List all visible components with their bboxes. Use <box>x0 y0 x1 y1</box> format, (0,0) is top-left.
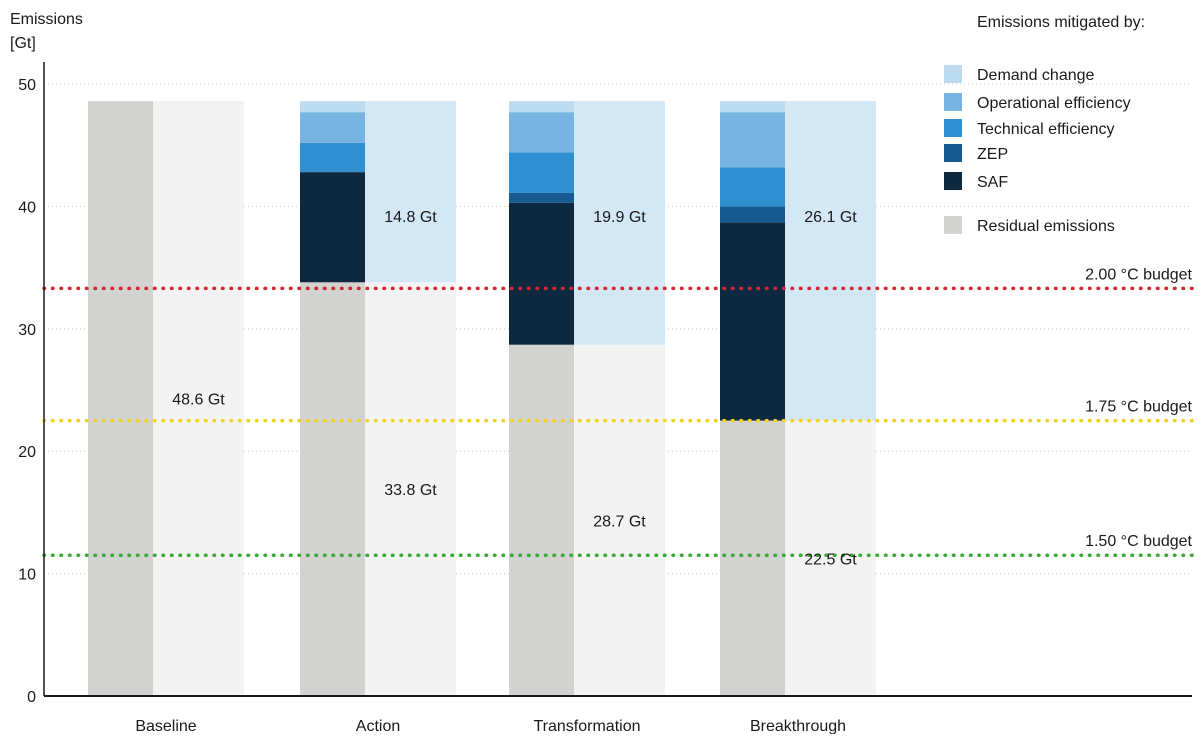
bar-action-saf <box>300 172 365 283</box>
value-label-action-residual: 33.8 Gt <box>384 482 437 499</box>
bar-breakthrough-operational-efficiency <box>720 112 785 168</box>
legend-label-residual-emissions: Residual emissions <box>977 218 1115 235</box>
bar-breakthrough-residual <box>720 420 785 696</box>
bar-transformation-residual-light <box>574 344 665 696</box>
value-label-baseline-residual: 48.6 Gt <box>172 392 225 409</box>
bar-breakthrough-technical-efficiency <box>720 167 785 207</box>
legend-layer: Emissions mitigated by: Demand change Oper… <box>944 14 1145 235</box>
legend-swatch-demand-change <box>944 65 962 83</box>
bar-breakthrough-zep <box>720 206 785 223</box>
bar-action-demand-change <box>300 101 365 113</box>
legend-swatch-saf <box>944 172 962 190</box>
value-label-action-mitigated: 14.8 Gt <box>384 209 437 226</box>
legend-label-technical-efficiency: Technical efficiency <box>977 121 1115 138</box>
bar-baseline-residual <box>88 101 153 697</box>
bar-breakthrough-residual-light <box>785 420 876 696</box>
y-tick-label-20: 20 <box>18 444 36 461</box>
bar-baseline-residual-light <box>153 101 244 697</box>
legend-swatch-technical-efficiency <box>944 119 962 137</box>
legend-label-operational-efficiency: Operational efficiency <box>977 95 1131 112</box>
bar-transformation-mitigated-light <box>574 101 665 345</box>
bar-transformation-demand-change <box>509 101 574 113</box>
legend-label-saf: SAF <box>977 174 1008 191</box>
bar-transformation-residual <box>509 344 574 696</box>
bar-transformation-operational-efficiency <box>509 112 574 153</box>
x-category-label-action: Action <box>356 718 400 734</box>
bar-breakthrough-mitigated-light <box>785 101 876 421</box>
x-category-label-transformation: Transformation <box>534 718 641 734</box>
value-label-breakthrough-residual: 22.5 Gt <box>804 551 857 568</box>
legend-swatch-zep <box>944 144 962 162</box>
bars-layer <box>88 101 876 697</box>
bar-transformation-saf <box>509 202 574 345</box>
budget-label-2: 1.50 °C budget <box>1085 533 1192 550</box>
bar-transformation-zep <box>509 192 574 203</box>
legend-label-zep: ZEP <box>977 146 1008 163</box>
x-category-label-baseline: Baseline <box>135 718 196 734</box>
value-label-transformation-residual: 28.7 Gt <box>593 513 646 530</box>
bar-transformation-technical-efficiency <box>509 152 574 193</box>
value-label-transformation-mitigated: 19.9 Gt <box>593 209 646 226</box>
label-layer: 48.6 Gt Baseline 33.8 Gt 14.8 Gt Action 28.7 … <box>135 209 1192 735</box>
x-category-label-breakthrough: Breakthrough <box>750 718 846 734</box>
bar-breakthrough-demand-change <box>720 101 785 113</box>
y-tick-label-0: 0 <box>27 689 36 706</box>
y-axis-label-line2: [Gt] <box>10 35 36 52</box>
legend-swatch-residual-emissions <box>944 216 962 234</box>
grid-layer <box>44 83 1192 575</box>
bar-breakthrough-saf <box>720 222 785 421</box>
bar-action-operational-efficiency <box>300 112 365 143</box>
bar-action-mitigated-light <box>365 101 456 283</box>
y-tick-label-40: 40 <box>18 199 36 216</box>
y-tick-label-10: 10 <box>18 567 36 584</box>
value-label-breakthrough-mitigated: 26.1 Gt <box>804 209 857 226</box>
budget-label-0: 2.00 °C budget <box>1085 266 1192 283</box>
legend-title: Emissions mitigated by: <box>977 14 1145 31</box>
budget-label-1: 1.75 °C budget <box>1085 399 1192 416</box>
y-axis-label-line1: Emissions <box>10 11 83 28</box>
y-tick-label-50: 50 <box>18 77 36 94</box>
axis-layer: 0 10 20 30 40 50 Emissions [Gt] <box>10 11 1192 706</box>
bar-action-technical-efficiency <box>300 142 365 173</box>
bar-action-residual-light <box>365 282 456 696</box>
legend-swatch-operational-efficiency <box>944 93 962 111</box>
y-tick-label-30: 30 <box>18 322 36 339</box>
legend-label-demand-change: Demand change <box>977 67 1095 84</box>
bar-action-residual <box>300 282 365 696</box>
